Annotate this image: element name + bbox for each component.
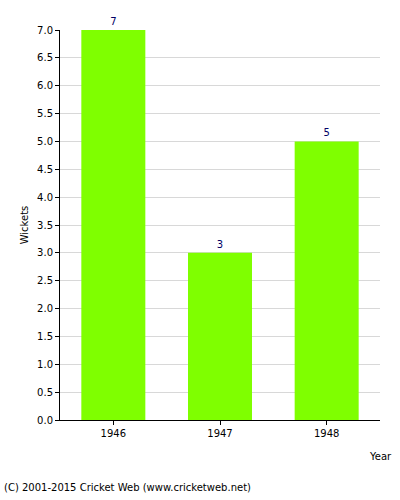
svg-text:(C) 2001-2015 Cricket Web (www: (C) 2001-2015 Cricket Web (www.cricketwe… (4, 482, 251, 493)
svg-text:4.5: 4.5 (37, 164, 53, 175)
svg-text:6.5: 6.5 (37, 52, 53, 63)
svg-text:1.5: 1.5 (37, 331, 53, 342)
svg-text:5.0: 5.0 (37, 136, 53, 147)
svg-text:5: 5 (323, 127, 329, 138)
svg-text:4.0: 4.0 (37, 192, 53, 203)
svg-text:Wickets: Wickets (19, 206, 30, 245)
svg-text:Year: Year (369, 451, 392, 462)
svg-text:7: 7 (110, 16, 116, 27)
svg-text:7.0: 7.0 (37, 25, 53, 36)
svg-text:2.5: 2.5 (37, 275, 53, 286)
svg-text:3: 3 (217, 239, 223, 250)
svg-text:0.0: 0.0 (37, 415, 53, 426)
svg-text:1946: 1946 (101, 428, 126, 439)
svg-text:5.5: 5.5 (37, 108, 53, 119)
svg-text:1948: 1948 (314, 428, 339, 439)
svg-text:6.0: 6.0 (37, 80, 53, 91)
svg-text:2.0: 2.0 (37, 303, 53, 314)
svg-text:1.0: 1.0 (37, 359, 53, 370)
svg-text:0.5: 0.5 (37, 387, 53, 398)
svg-text:3.0: 3.0 (37, 247, 53, 258)
svg-text:1947: 1947 (207, 428, 232, 439)
svg-text:3.5: 3.5 (37, 220, 53, 231)
